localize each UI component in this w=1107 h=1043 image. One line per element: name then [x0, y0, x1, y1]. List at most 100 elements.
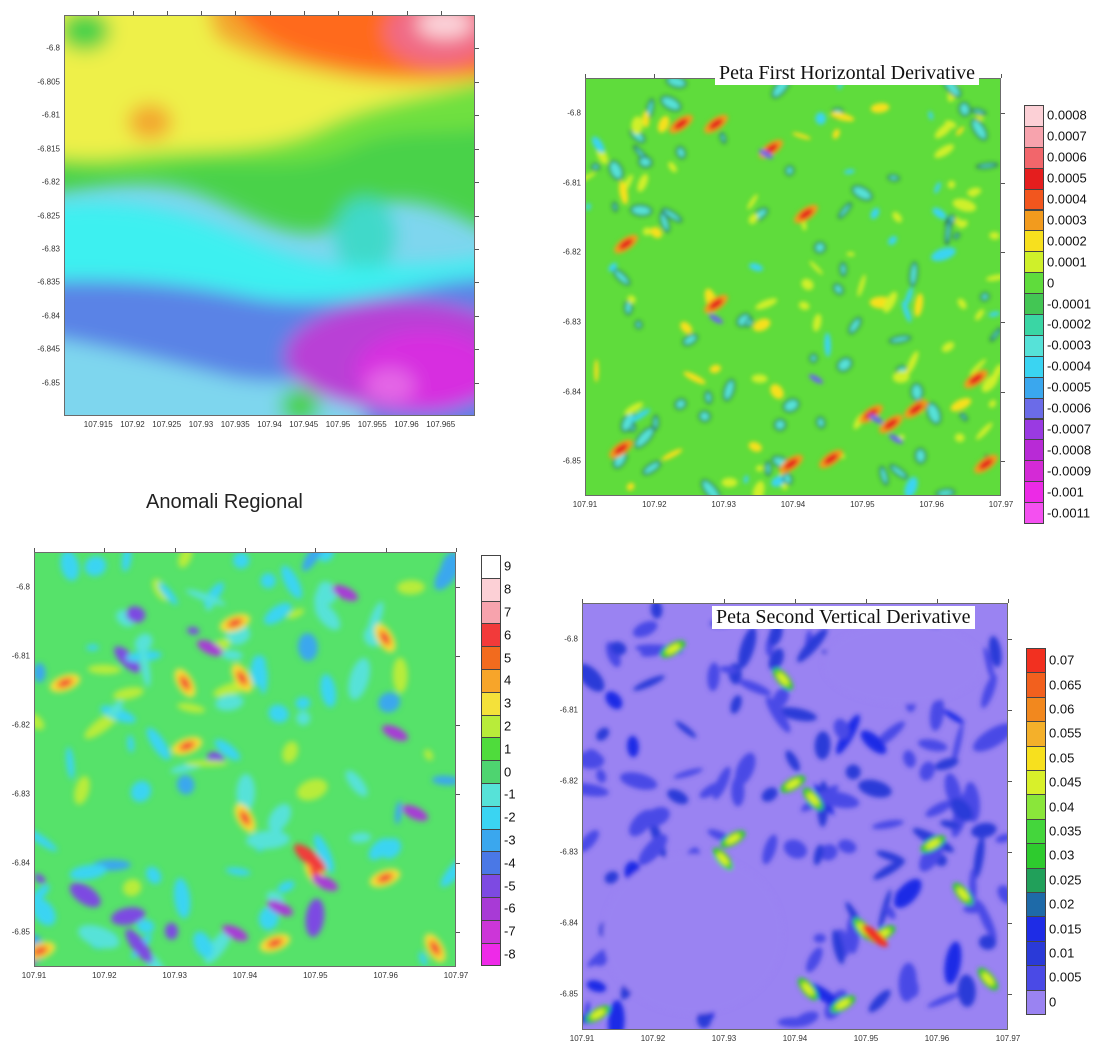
svd-y-tick-mark	[1008, 709, 1012, 711]
fhd-contour-blob	[721, 477, 738, 488]
svd-contour-blob	[898, 962, 917, 1002]
svd-contour-blob	[738, 679, 772, 696]
fhd-contour-blob	[801, 278, 814, 291]
svd-contour-blob	[765, 696, 791, 733]
residual-legend-label: 8	[504, 581, 512, 597]
fhd-contour-blob	[659, 211, 670, 233]
fhd-contour-blob	[930, 247, 956, 262]
regional-y-tick-mark	[475, 248, 479, 250]
fhd-contour-blob	[722, 378, 736, 402]
svd-contour-blob	[858, 779, 892, 798]
residual-contour-blob	[350, 832, 372, 843]
svd-contour-blob	[819, 844, 838, 861]
residual-y-tick: -6.85	[11, 927, 30, 937]
residual-peak-blob	[379, 874, 391, 882]
fhd-contour-blob	[926, 402, 942, 425]
residual-legend-label: -5	[504, 878, 516, 894]
regional-x-tick: 107.965	[426, 420, 456, 429]
svd-legend-label: 0.07	[1049, 652, 1075, 668]
fhd-contour-blob	[634, 426, 655, 449]
residual-legend-swatch	[481, 623, 501, 648]
fhd-contour-blob	[892, 371, 910, 383]
residual-contour-blob	[295, 696, 311, 710]
fhd-contour-blob	[704, 390, 713, 404]
fhd-legend-label: -0.0007	[1047, 421, 1092, 437]
fhd-contour-blob	[839, 262, 848, 277]
fhd-contour-blob	[816, 416, 826, 429]
fhd-legend-swatch	[1024, 314, 1044, 336]
residual-peak-blob	[35, 947, 46, 955]
residual-contour-blob	[187, 626, 200, 635]
residual-legend-label: -3	[504, 832, 516, 848]
fhd-contour-blob	[608, 160, 624, 181]
residual-legend-swatch	[481, 874, 501, 898]
fhd-contour-blob	[773, 418, 787, 432]
regional-y-tick: -6.805	[37, 77, 60, 87]
residual-contour-blob	[431, 775, 455, 786]
svd-contour-blob	[925, 800, 954, 817]
fhd-contour-blob	[848, 317, 862, 335]
residual-contour-blob	[394, 800, 403, 825]
fhd-contour-blob	[934, 122, 953, 139]
regional-y-tick: -6.82	[41, 177, 60, 187]
residual-legend-swatch	[481, 555, 501, 579]
residual-y-tick-mark	[456, 863, 460, 865]
fhd-contour-blob	[832, 128, 840, 139]
fhd-contour-blob	[970, 118, 988, 141]
svd-legend-label: 0	[1049, 994, 1057, 1010]
svd-contour-blob	[734, 752, 756, 786]
fhd-contour-blob	[629, 408, 651, 423]
fhd-map	[585, 78, 1001, 496]
fhd-contour-blob	[904, 286, 914, 307]
fhd-low-blob	[868, 414, 884, 424]
residual-contour-blob	[130, 780, 152, 803]
fhd-low-blob	[758, 149, 774, 159]
regional-x-tick: 107.94	[257, 420, 282, 429]
fhd-contour-blob	[914, 293, 924, 317]
fhd-contour-blob	[809, 260, 823, 275]
svd-contour-blob	[917, 739, 948, 752]
residual-contour-blob	[125, 606, 146, 623]
residual-low-blob	[267, 899, 293, 917]
residual-contour-blob	[127, 734, 135, 753]
residual-contour-blob	[35, 873, 46, 884]
svd-contour-blob	[719, 665, 738, 674]
regional-x-tick-mark	[201, 11, 202, 15]
residual-contour-blob	[268, 803, 292, 832]
residual-contour-blob	[440, 853, 455, 888]
svd-contour-blob	[675, 721, 697, 738]
residual-contour-blob	[250, 660, 263, 687]
fhd-contour-blob	[976, 162, 999, 169]
fhd-contour-blob	[830, 111, 855, 122]
fhd-x-tick-mark	[585, 74, 586, 78]
svd-x-tick-mark	[866, 599, 867, 603]
fhd-contour-blob	[698, 410, 711, 423]
svd-contour-blob	[699, 782, 723, 799]
fhd-contour-blob	[634, 320, 643, 330]
svd-higher-blob	[802, 982, 814, 996]
fhd-contour-blob	[748, 441, 762, 452]
svd-legend-label: 0.01	[1049, 945, 1075, 961]
svd-contour-blob	[963, 903, 986, 914]
fhd-legend-label: -0.0011	[1047, 505, 1091, 521]
residual-contour-blob	[146, 727, 171, 761]
fhd-y-tick: -6.81	[562, 178, 581, 187]
fhd-contour-blob	[619, 180, 629, 205]
fhd-peak-blob	[864, 408, 878, 420]
residual-contour-blob	[345, 770, 368, 797]
fhd-contour-blob	[969, 358, 987, 376]
svd-contour-blob	[738, 627, 757, 669]
residual-legend-label: 1	[504, 741, 512, 757]
regional-x-tick-mark	[269, 11, 271, 15]
residual-contour-blob	[268, 704, 289, 723]
svd-contour-blob	[860, 730, 887, 755]
svd-contour-blob	[884, 905, 896, 920]
fhd-legend-swatch	[1024, 293, 1044, 315]
fhd-x-tick: 107.91	[572, 500, 598, 509]
residual-contour-blob	[158, 582, 178, 605]
residual-contour-blob	[193, 931, 213, 958]
residual-legend-swatch	[481, 646, 501, 670]
fhd-contour-blob	[675, 146, 687, 159]
svd-contour-blob	[607, 1000, 625, 1029]
fhd-contour-blob	[660, 95, 682, 112]
